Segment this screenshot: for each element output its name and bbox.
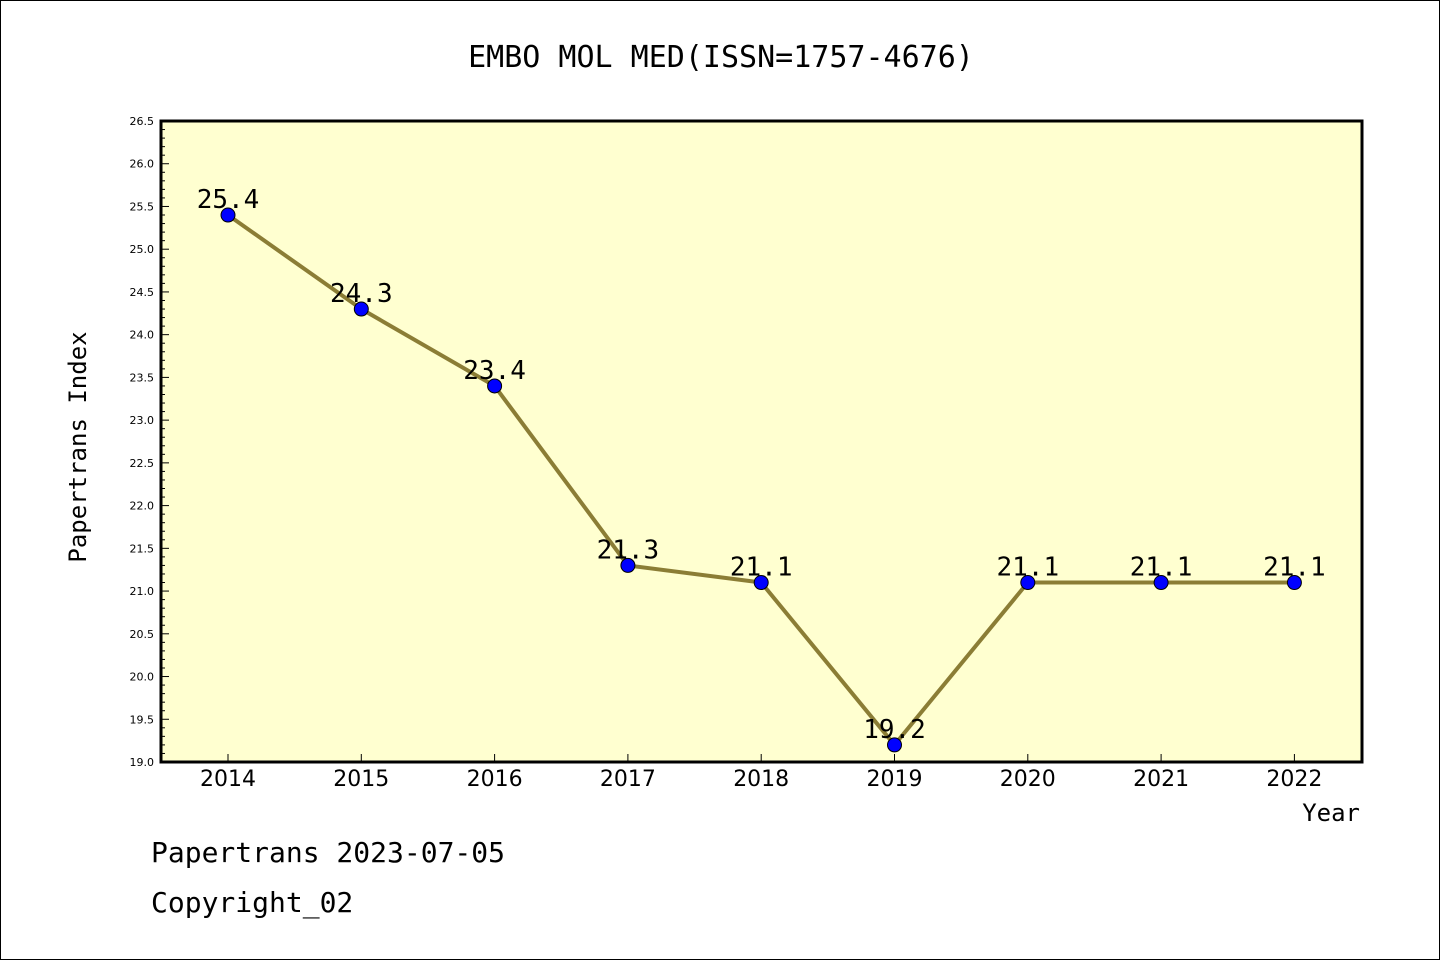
data-point	[487, 378, 503, 394]
data-label: 21.1	[1263, 553, 1326, 583]
x-axis: 2014 2015 2016 2017 2018 2019 2020 2021 2022	[200, 754, 1322, 792]
y-tick-label: 23.0	[130, 414, 155, 427]
y-tick-label: 22.0	[130, 500, 155, 513]
y-tick-label: 20.0	[130, 671, 155, 684]
x-tick-label: 2022	[1266, 767, 1322, 792]
y-tick-label: 26.0	[130, 158, 155, 171]
y-tick-label: 21.0	[130, 585, 155, 598]
x-tick-label: 2017	[600, 767, 656, 792]
y-tick-label: 25.5	[130, 200, 155, 213]
y-tick-label: 25.0	[130, 243, 155, 256]
x-tick-label: 2018	[733, 767, 789, 792]
y-tick-label: 24.0	[130, 329, 155, 342]
y-tick-label: 19.0	[130, 756, 155, 769]
data-point	[220, 207, 236, 223]
x-tick-label: 2020	[1000, 767, 1056, 792]
footer-copyright: Copyright_02	[151, 886, 354, 919]
y-axis: 19.0 19.5 20.0 20.5 21.0 21.5 22.0 22.5 23.0 23.5…	[130, 115, 169, 769]
data-label: 21.1	[730, 553, 793, 583]
data-point	[1153, 575, 1169, 591]
y-tick-label: 24.5	[130, 286, 155, 299]
data-point	[353, 301, 369, 317]
data-point	[1020, 575, 1036, 591]
data-point	[620, 557, 636, 573]
data-label: 23.4	[463, 356, 526, 386]
x-tick-label: 2016	[467, 767, 523, 792]
data-label: 19.2	[863, 715, 926, 745]
series-layer: 25.4 24.3 23.4 21.3 21.1 19.2 21.1 21.1 21.1	[197, 185, 1326, 753]
y-tick-label: 26.5	[130, 115, 155, 128]
x-tick-label: 2015	[333, 767, 389, 792]
x-tick-label: 2021	[1133, 767, 1189, 792]
x-axis-label: Year	[1302, 799, 1360, 827]
chart-title: EMBO MOL MED(ISSN=1757-4676)	[468, 40, 974, 75]
data-point	[1286, 575, 1302, 591]
plot-area	[159, 119, 1364, 764]
y-tick-label: 20.5	[130, 628, 155, 641]
x-tick-label: 2014	[200, 767, 256, 792]
data-point	[887, 737, 902, 753]
y-tick-label: 22.5	[130, 457, 155, 470]
data-label: 21.1	[1130, 553, 1193, 583]
data-point	[753, 575, 769, 591]
x-tick-label: 2019	[867, 767, 923, 792]
y-tick-label: 21.5	[130, 542, 155, 555]
data-label: 21.3	[597, 535, 660, 565]
data-label: 25.4	[197, 185, 260, 215]
y-tick-label: 19.5	[130, 713, 155, 726]
y-axis-label: Papertrans Index	[64, 331, 92, 562]
data-label: 21.1	[996, 553, 1059, 583]
y-tick-label: 23.5	[130, 371, 155, 384]
footer-source: Papertrans 2023-07-05	[151, 836, 506, 869]
data-label: 24.3	[330, 279, 393, 309]
